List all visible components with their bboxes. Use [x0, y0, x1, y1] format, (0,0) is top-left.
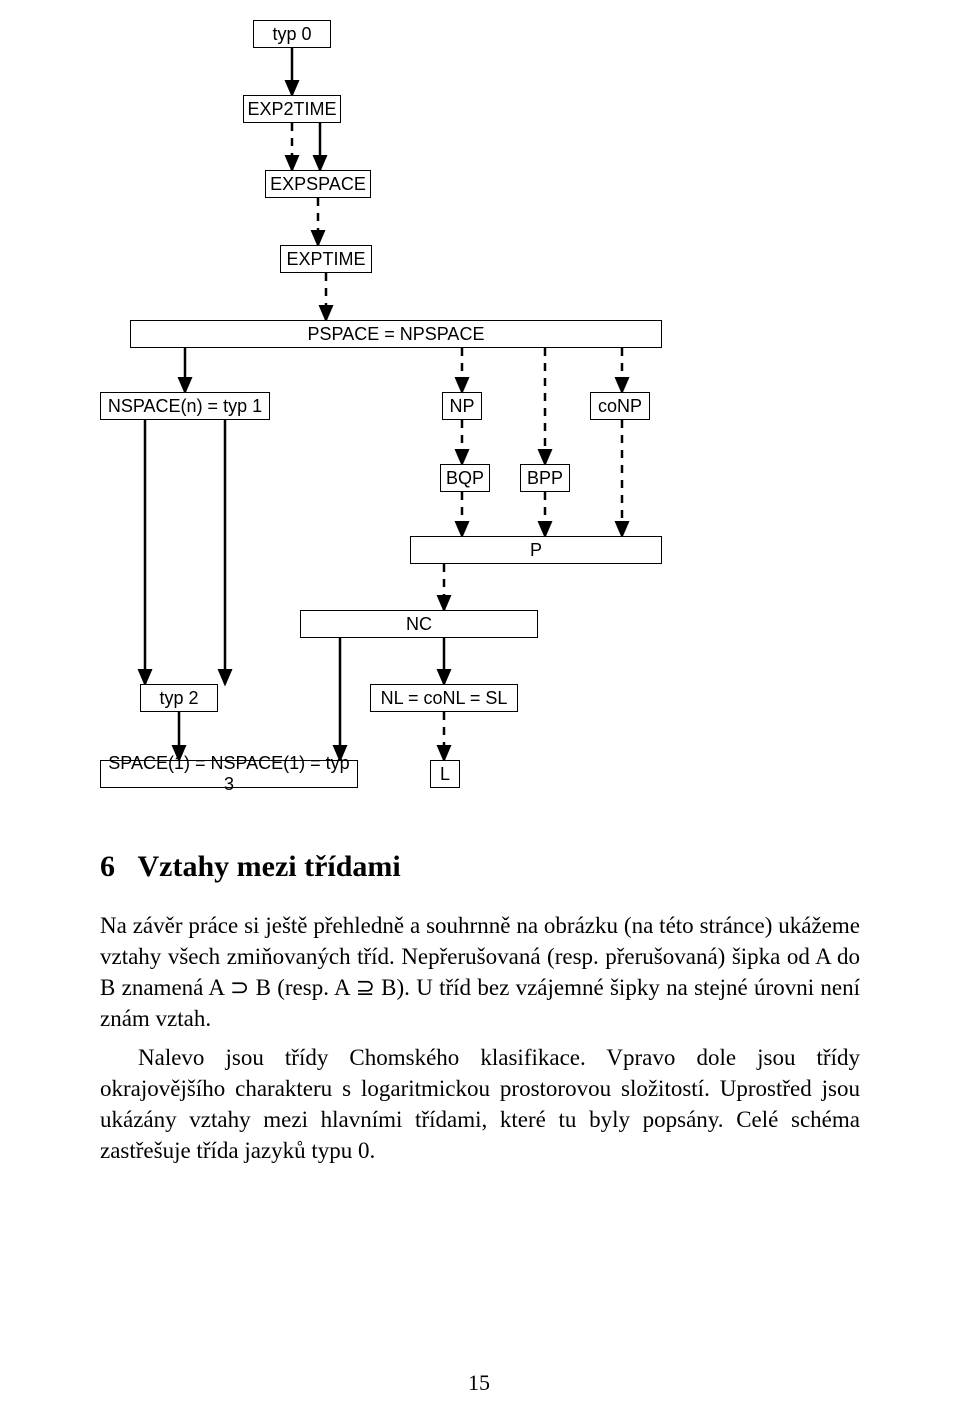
- node-exptime: EXPTIME: [280, 245, 372, 273]
- node-nc: NC: [300, 610, 538, 638]
- heading-title: Vztahy mezi třídami: [138, 850, 401, 883]
- page: typ 0 EXP2TIME EXPSPACE EXPTIME PSPACE =…: [0, 0, 960, 1412]
- node-typ2: typ 2: [140, 684, 218, 712]
- node-l: L: [430, 760, 460, 788]
- page-number: 15: [468, 1370, 490, 1396]
- node-pspace: PSPACE = NPSPACE: [130, 320, 662, 348]
- node-nl: NL = coNL = SL: [370, 684, 518, 712]
- node-exp2time: EXP2TIME: [243, 95, 341, 123]
- node-np: NP: [442, 392, 482, 420]
- node-space1: SPACE(1) = NSPACE(1) = typ 3: [100, 760, 358, 788]
- section-heading: 6 Vztahy mezi třídami: [100, 850, 401, 884]
- paragraph-2: Nalevo jsou třídy Chomského klasifikace.…: [100, 1042, 860, 1166]
- node-p: P: [410, 536, 662, 564]
- paragraph-1: Na závěr práce si ještě přehledně a souh…: [100, 910, 860, 1034]
- node-nspace-n: NSPACE(n) = typ 1: [100, 392, 270, 420]
- node-bqp: BQP: [440, 464, 490, 492]
- node-bpp: BPP: [520, 464, 570, 492]
- heading-number: 6: [100, 850, 115, 883]
- node-expspace: EXPSPACE: [265, 170, 371, 198]
- node-conp: coNP: [590, 392, 650, 420]
- node-typ0: typ 0: [253, 20, 331, 48]
